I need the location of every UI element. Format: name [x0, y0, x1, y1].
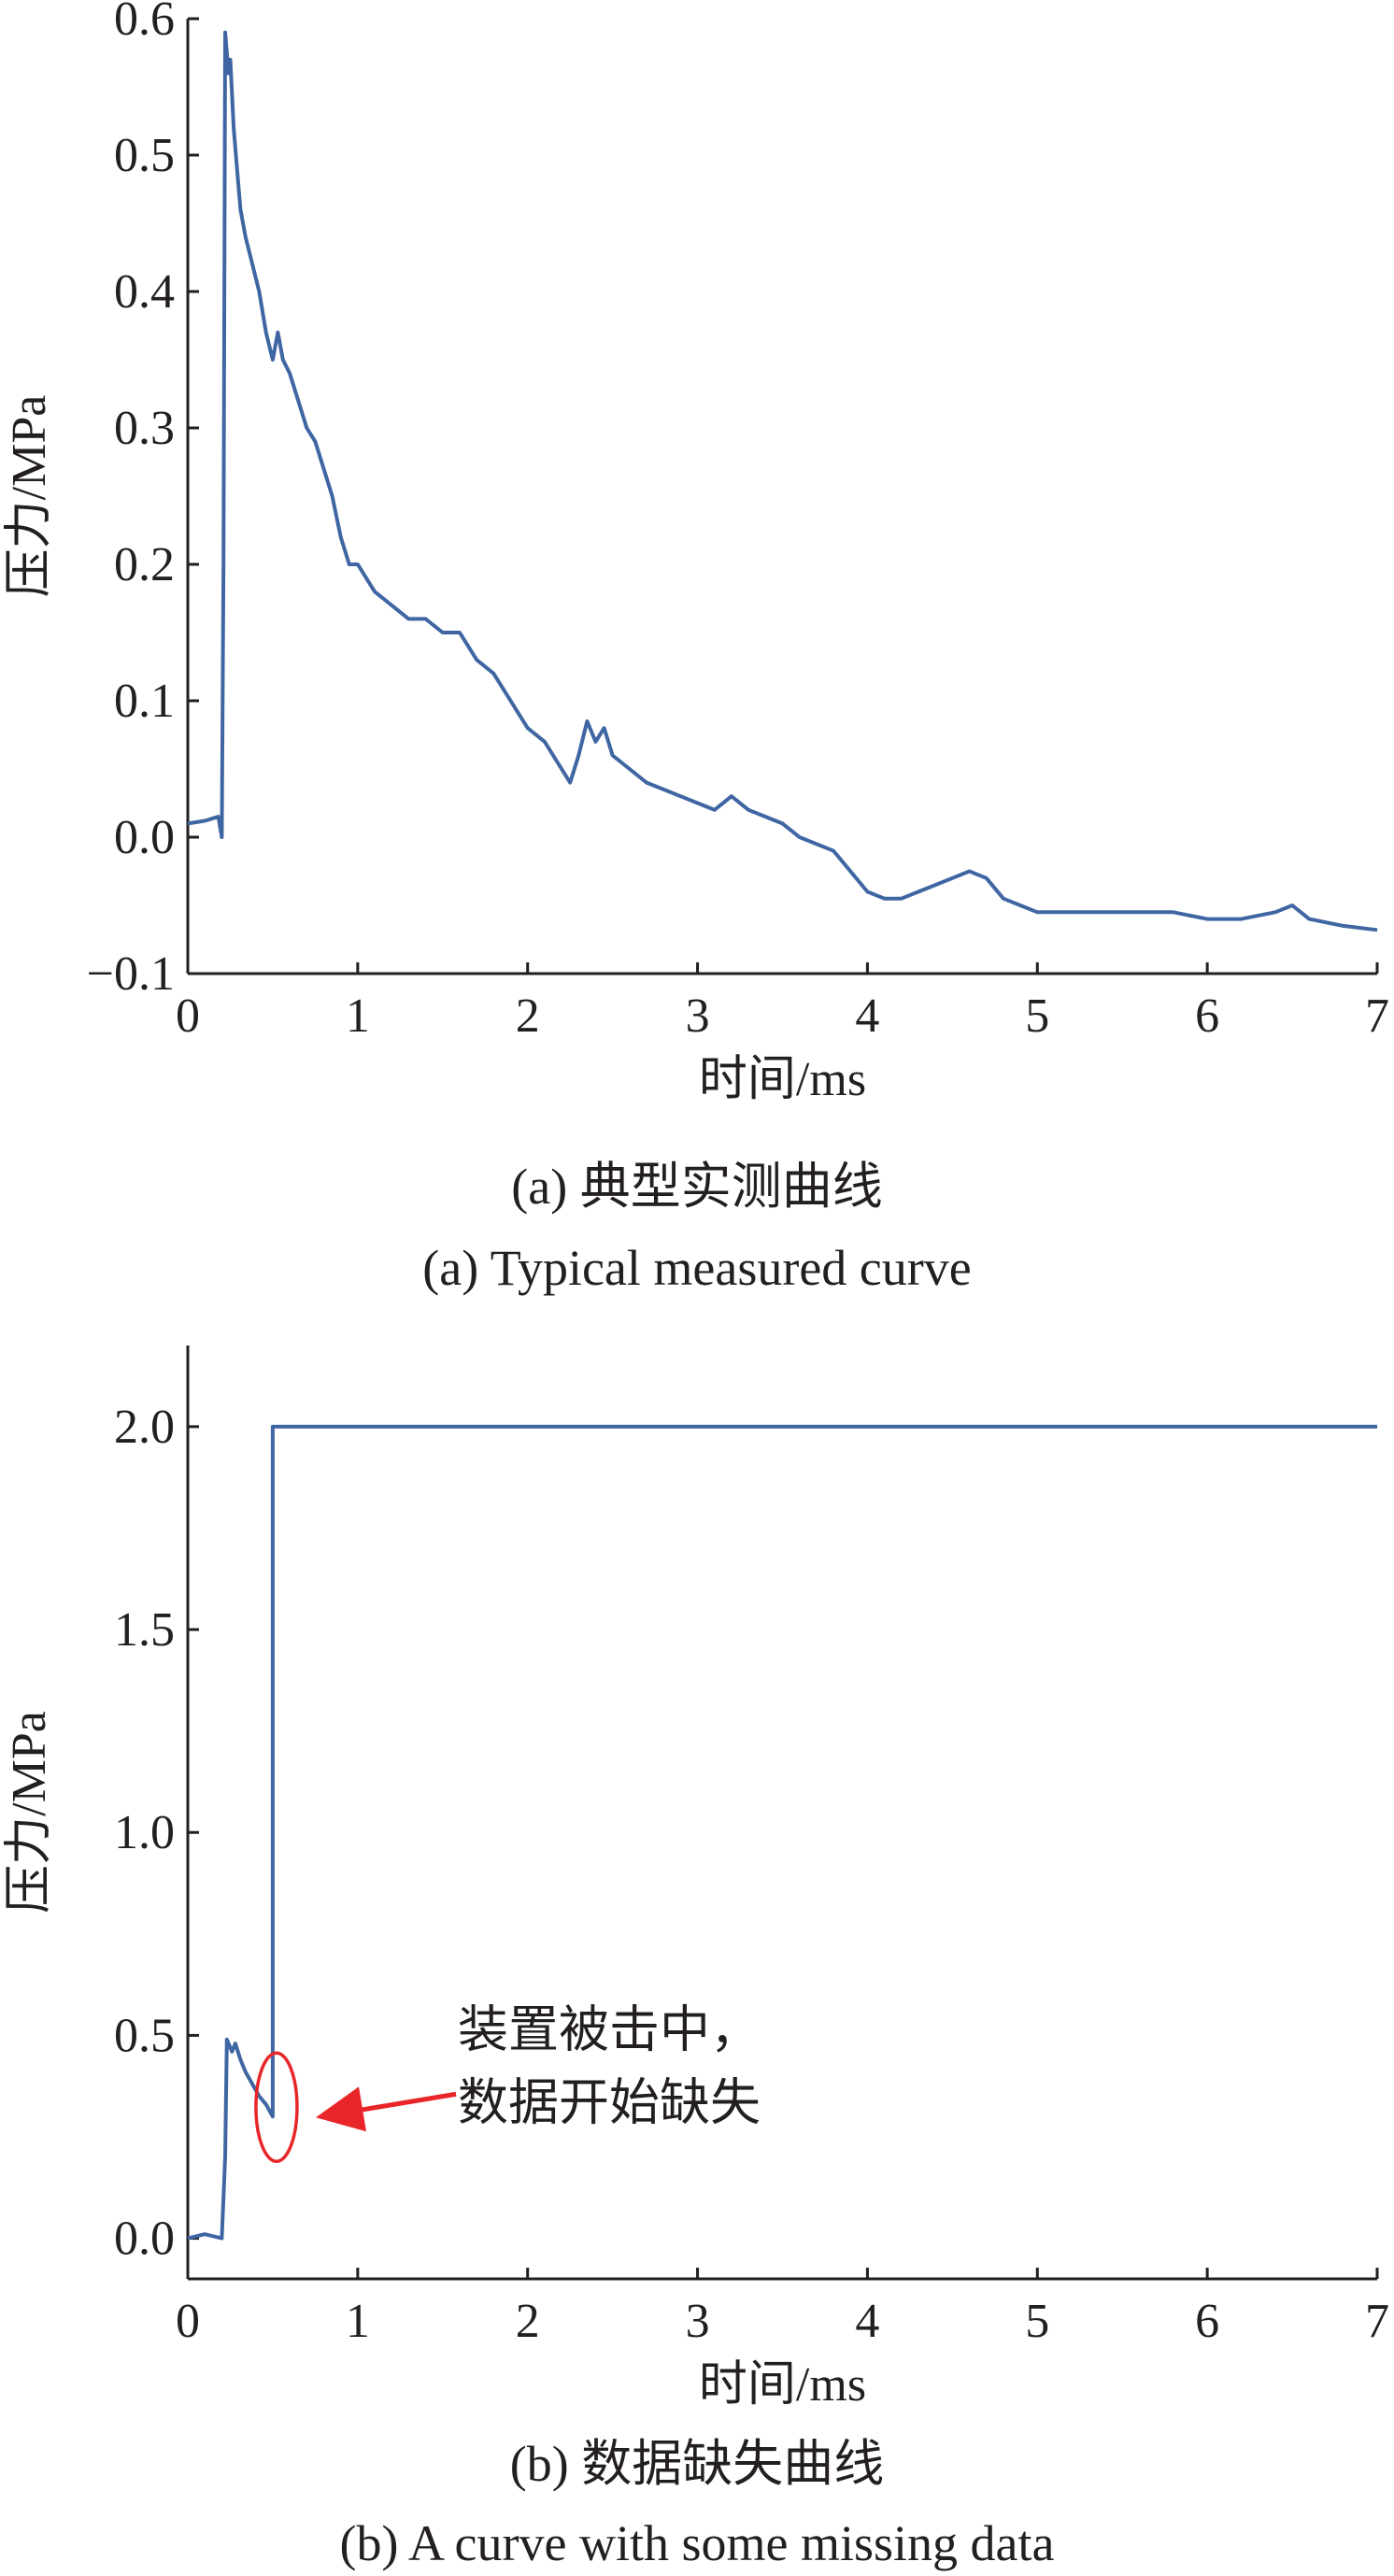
- chart-b-x-tick-label: 5: [1025, 2295, 1049, 2348]
- chart-b-annotation-line2: 数据开始缺失: [458, 2074, 761, 2130]
- chart-b-arrow-head: [316, 2086, 366, 2132]
- chart-a-x-tick-label: 1: [346, 989, 370, 1043]
- chart-a-x-tick-label: 3: [686, 989, 710, 1043]
- chart-b-x-tick-label: 2: [516, 2295, 540, 2348]
- chart-b-series-line: [187, 1424, 1377, 2241]
- chart-a-series-line: [187, 30, 1378, 932]
- chart-b-y-tick-label: 0.0: [114, 2213, 175, 2266]
- chart-b-caption-en: (b) A curve with some missing data: [339, 2515, 1055, 2571]
- chart-b-y-tick-label: 0.5: [114, 2009, 175, 2062]
- chart-b-caption-cn: (b) 数据缺失曲线: [509, 2436, 885, 2492]
- chart-b-y-tick-label: 2.0: [114, 1401, 175, 1454]
- chart-b-missing-data-curve: 0 1 2 3 4 5 6 7 0.0 0.5 1.0 1.5 2.0 时间/ms 压力/MPa 装置被击中，…: [3, 1345, 1389, 2412]
- chart-a-y-tick-label: 0.6: [114, 0, 175, 46]
- chart-a-y-tick-label: 0.2: [114, 538, 175, 591]
- chart-a-y-tick-label: −0.1: [87, 947, 175, 1001]
- chart-b-y-tick-label: 1.0: [114, 1806, 175, 1859]
- chart-b-annotation-line1: 装置被击中，: [458, 2001, 761, 2057]
- chart-a-plot-area: 0 1 2 3 4 5 6 7 −0.1 0.0 0.1 0.2 0.3 0.4 0.5 0.6 时间/ms 压力…: [3, 0, 1389, 1106]
- chart-a-x-axis-label: 时间/ms: [699, 1053, 866, 1106]
- chart-b-plot-area: 0 1 2 3 4 5 6 7 0.0 0.5 1.0 1.5 2.0 时间/ms 压力/MPa 装置被击中，…: [3, 1345, 1389, 2412]
- chart-b-y-tick-label: 1.5: [114, 1603, 175, 1657]
- chart-b-x-tick-label: 7: [1365, 2295, 1389, 2348]
- chart-a-y-axis-label: 压力/MPa: [3, 395, 56, 598]
- chart-b-x-axis-label: 时间/ms: [699, 2358, 866, 2412]
- chart-a-x-tick-label: 0: [176, 989, 200, 1043]
- chart-a-y-tick-label: 0.4: [114, 265, 175, 319]
- chart-a-typical-measured-curve: 0 1 2 3 4 5 6 7 −0.1 0.0 0.1 0.2 0.3 0.4 0.5 0.6 时间/ms 压力…: [3, 0, 1389, 1106]
- chart-a-x-tick-label: 5: [1025, 989, 1049, 1043]
- chart-a-y-tick-label: 0.1: [114, 675, 175, 728]
- chart-b-arrow-shaft: [354, 2091, 457, 2113]
- chart-b-missing-data-ellipse: [254, 2051, 299, 2164]
- chart-b-y-axis-label: 压力/MPa: [3, 1711, 56, 1914]
- chart-b-x-tick-label: 1: [346, 2295, 370, 2348]
- chart-b-x-tick-label: 0: [176, 2295, 200, 2348]
- chart-a-caption-cn: (a) 典型实测曲线: [511, 1159, 883, 1215]
- chart-a-caption-en: (a) Typical measured curve: [422, 1240, 972, 1296]
- chart-a-y-tick-label: 0.3: [114, 402, 175, 455]
- chart-a-y-tick-label: 0.0: [114, 811, 175, 864]
- chart-b-x-tick-label: 3: [686, 2295, 710, 2348]
- chart-a-x-tick-label: 2: [516, 989, 540, 1043]
- chart-b-x-tick-label: 6: [1195, 2295, 1219, 2348]
- chart-a-x-tick-label: 7: [1365, 989, 1389, 1043]
- chart-a-x-tick-label: 6: [1195, 989, 1219, 1043]
- chart-b-x-tick-label: 4: [855, 2295, 879, 2348]
- chart-a-x-tick-label: 4: [855, 989, 879, 1043]
- chart-a-y-tick-label: 0.5: [114, 129, 175, 182]
